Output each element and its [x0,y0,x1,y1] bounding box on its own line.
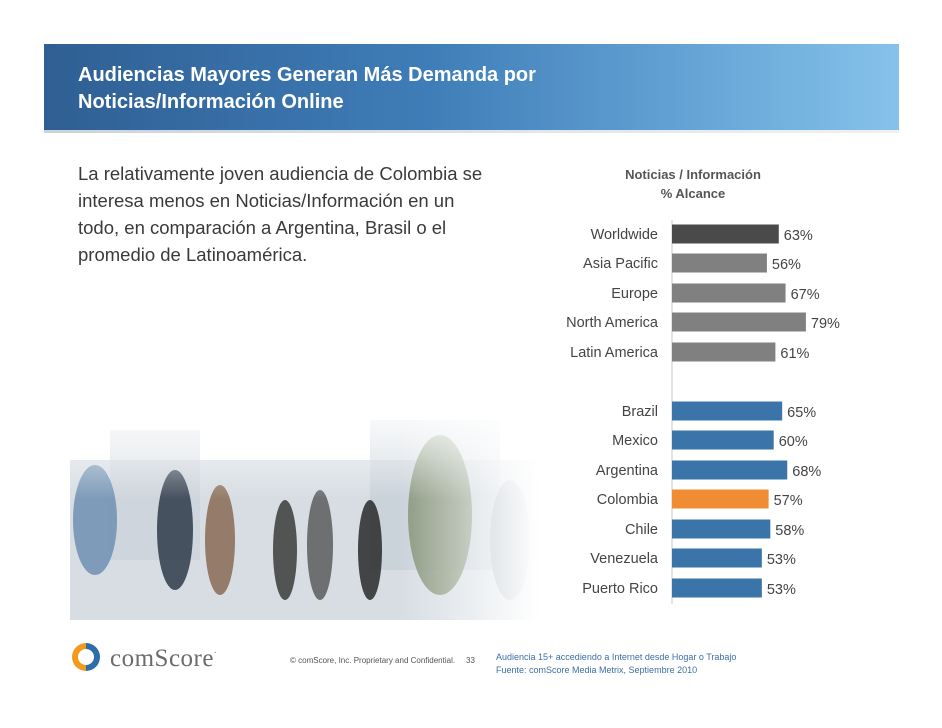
comscore-brand: comScore. [110,645,217,673]
bar-venezuela [672,548,762,568]
footer-note: Audiencia 15+ accediendo a Internet desd… [496,651,736,677]
category-label-asia-pacific: Asia Pacific [583,256,658,272]
footer-note-line1: Audiencia 15+ accediendo a Internet desd… [496,652,737,662]
value-label-mexico: 60% [779,434,808,450]
bar-brazil [672,401,783,421]
bar-asia-pacific [672,253,767,273]
title-banner: Audiencias Mayores Generan Más Demanda p… [44,44,899,130]
value-label-brazil: 65% [787,405,816,421]
bar-latin-america [672,342,776,362]
category-label-colombia: Colombia [597,492,659,508]
brand-trademark: . [213,645,217,655]
intro-text: La relativamente joven audiencia de Colo… [78,163,483,265]
value-label-colombia: 57% [774,493,803,509]
bar-colombia [672,489,769,509]
value-label-north-america: 79% [811,316,840,332]
value-label-worldwide: 63% [784,228,813,244]
bar-europe [672,283,786,303]
value-label-asia-pacific: 56% [772,257,801,273]
bar-north-america [672,312,806,332]
category-label-north-america: North America [566,315,659,331]
crowd-photo [70,400,540,620]
value-label-chile: 58% [775,523,804,539]
value-label-argentina: 68% [792,464,821,480]
category-label-latin-america: Latin America [570,345,659,361]
value-label-europe: 67% [791,287,820,303]
value-label-latin-america: 61% [780,346,809,362]
category-label-brazil: Brazil [622,404,658,420]
chart-subtitle: % Alcance [661,186,726,201]
slide-title: Audiencias Mayores Generan Más Demanda p… [78,64,536,113]
category-label-europe: Europe [611,286,658,302]
brand-name: comScore [110,645,214,672]
bar-argentina [672,460,788,480]
category-label-puerto-rico: Puerto Rico [582,581,658,597]
comscore-logo-icon [72,643,100,671]
bar-worldwide [672,224,779,244]
title-shadow [44,130,899,133]
category-label-mexico: Mexico [612,433,658,449]
bar-mexico [672,430,774,450]
bar-puerto-rico [672,578,762,598]
bar-chile [672,519,771,539]
page-number: 33 [466,656,475,665]
category-label-chile: Chile [625,522,658,538]
category-label-worldwide: Worldwide [591,227,658,243]
category-label-venezuela: Venezuela [590,551,659,567]
chart-title: Noticias / Información [625,167,761,182]
value-label-venezuela: 53% [767,552,796,568]
footer-note-line2: Fuente: comScore Media Metrix, Septiembr… [496,665,698,675]
footer-copyright: © comScore, Inc. Proprietary and Confide… [290,656,456,665]
value-label-puerto-rico: 53% [767,582,796,598]
category-label-argentina: Argentina [596,463,659,479]
